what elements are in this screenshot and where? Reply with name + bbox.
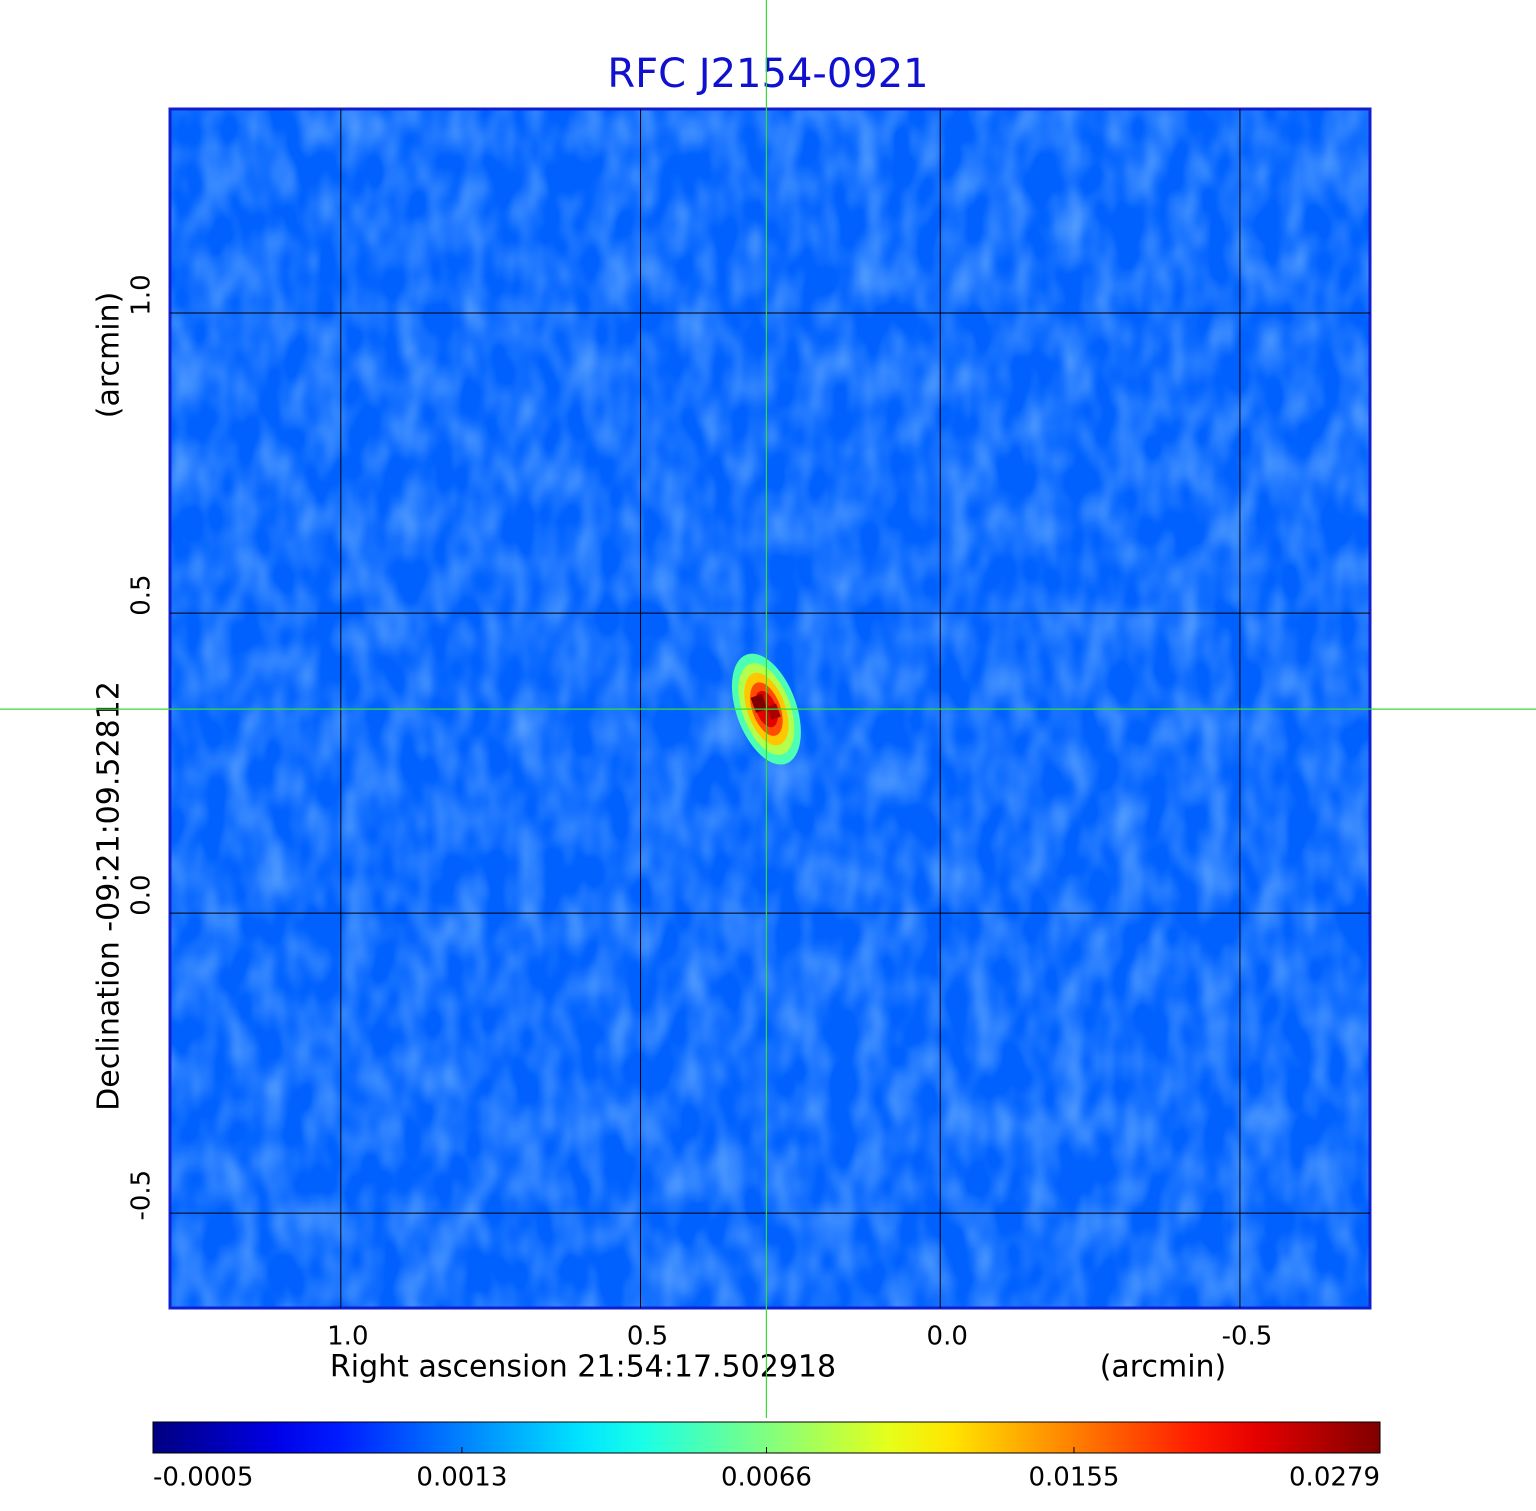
x-tick-label: 0.5 — [627, 1322, 668, 1352]
x-tick-label: 1.0 — [327, 1322, 368, 1352]
colorbar-tick-label: 0.0066 — [721, 1463, 812, 1493]
y-tick-label: 1.0 — [127, 274, 157, 315]
y-tick-label: 0.0 — [127, 874, 157, 915]
colorbar-tick-label: 0.0279 — [1289, 1463, 1380, 1493]
chart-title: RFC J2154-0921 — [607, 51, 928, 97]
y-axis-label: Declination -09:21:09.52812 — [92, 681, 127, 1111]
y-tick-label: -0.5 — [127, 1170, 157, 1221]
y-tick-label: 0.5 — [127, 574, 157, 615]
x-tick-label: -0.5 — [1222, 1322, 1273, 1352]
image-area — [170, 109, 1370, 1308]
y-axis-unit: (arcmin) — [92, 292, 127, 419]
colorbar-tick-label: 0.0155 — [1028, 1463, 1119, 1493]
plot-frame — [168, 107, 1372, 1310]
colorbar-tick-label: 0.0013 — [416, 1463, 507, 1493]
x-axis-label: Right ascension 21:54:17.502918 — [330, 1350, 836, 1385]
x-axis-unit: (arcmin) — [1100, 1350, 1227, 1385]
x-tick-label: 0.0 — [927, 1322, 968, 1352]
colorbar-tick-label: -0.0005 — [153, 1463, 253, 1493]
source-peak — [750, 693, 768, 713]
source-peak-pixel — [766, 703, 781, 721]
